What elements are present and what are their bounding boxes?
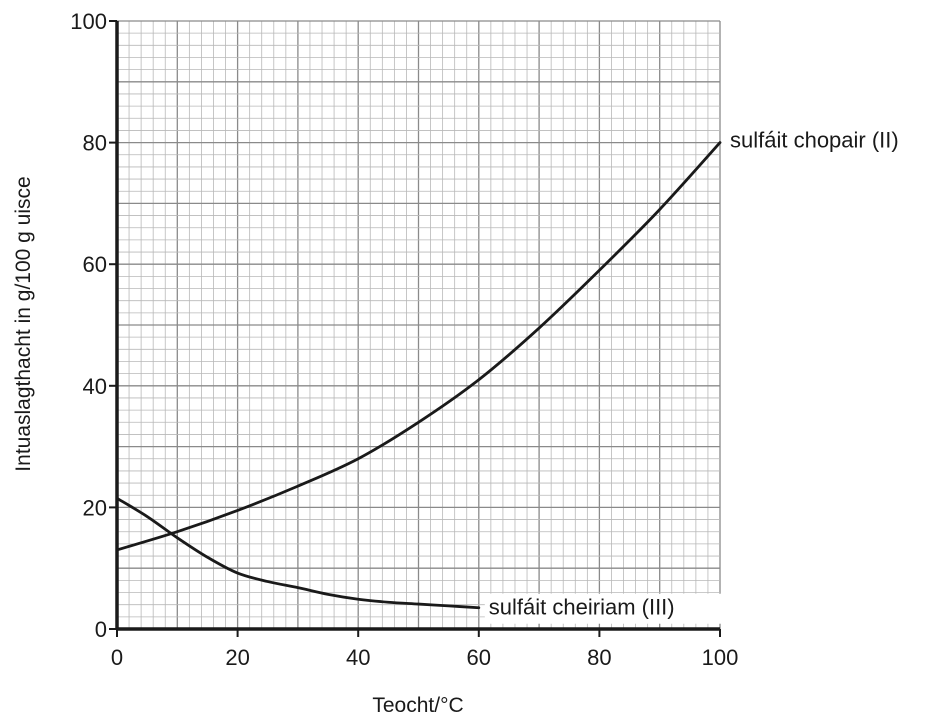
x-tick-label: 40 [346, 645, 370, 670]
x-tick-label: 100 [702, 645, 739, 670]
x-axis-label: Teocht/°C [372, 694, 463, 717]
series-lines [115, 141, 722, 610]
y-tick-label: 60 [83, 252, 107, 277]
series-line-copper-sulfate [115, 141, 722, 552]
x-tick-label: 20 [225, 645, 249, 670]
tick-labels: 0 20 40 60 80 100 0 20 40 60 80 100 [70, 9, 738, 670]
series-label-cerium-sulfate: sulfáit cheiriam (III) [489, 595, 675, 620]
x-tick-label: 0 [111, 645, 123, 670]
y-tick-label: 80 [83, 131, 107, 156]
y-tick-label: 20 [83, 495, 107, 520]
grid [116, 20, 721, 630]
y-axis-label: Intuaslagthacht in g/100 g uisce [12, 176, 35, 471]
y-tick-label: 40 [83, 374, 107, 399]
y-tick-label: 0 [95, 617, 107, 642]
series-line-cerium-sulfate [115, 496, 481, 610]
x-tick-label: 80 [587, 645, 611, 670]
series-label-copper-sulfate: sulfáit chopair (II) [730, 128, 899, 153]
series-labels: sulfáit chopair (II) sulfáit cheiriam (II… [484, 128, 899, 624]
x-tick-label: 60 [467, 645, 491, 670]
y-tick-label: 100 [70, 9, 107, 34]
axes [115, 21, 720, 631]
series-label-backing [484, 593, 727, 624]
